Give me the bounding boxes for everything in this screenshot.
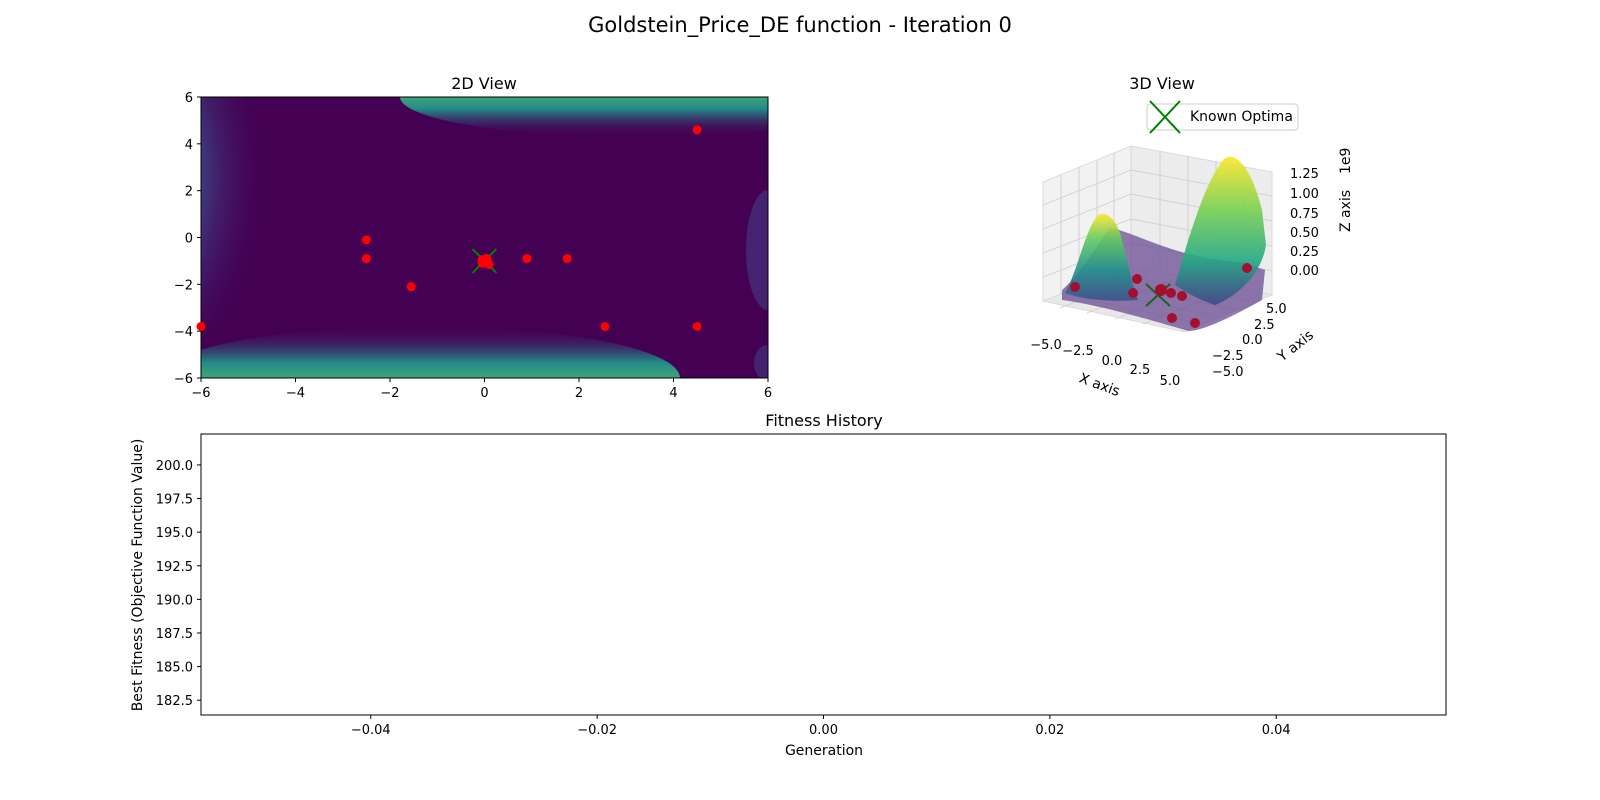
z-axis-3d: 0.00 0.25 0.50 0.75 1.00 1.25 Z axis 1e9 [1290, 148, 1354, 279]
population-point [692, 321, 702, 331]
x-marker-icon [1149, 100, 1181, 134]
z-tick-3d: 1.25 [1290, 167, 1319, 182]
panel-2d-title: 2D View [451, 74, 517, 93]
z-axis-3d-label: Z axis [1338, 190, 1354, 232]
population-point [484, 259, 494, 269]
x-tick-label: 0.02 [1035, 723, 1064, 738]
x-tick-label: −0.04 [351, 723, 391, 738]
x-tick-label: 4 [669, 386, 677, 401]
x-tick-3d: −5.0 [1030, 338, 1062, 353]
history-title: Fitness History [765, 411, 882, 430]
x-tick-3d: −2.5 [1062, 344, 1094, 359]
history-x-label: Generation [785, 743, 863, 759]
population-point [361, 235, 371, 245]
population-3d [1070, 263, 1252, 328]
y-tick-label: 192.5 [156, 560, 193, 575]
y-tick-label: 6 [185, 91, 193, 106]
population-point [477, 258, 487, 268]
population-point [522, 254, 532, 264]
y-tick-label: 182.5 [156, 694, 193, 709]
plot-frame-history [200, 433, 1447, 716]
y-tick-label: −2 [174, 278, 193, 293]
figure-title: Goldstein_Price_DE function - Iteration … [588, 13, 1012, 38]
panel-2d-view: 2D View −6 −4 −2 0 2 4 6 −6 −4 −2 0 2 4 6 [174, 74, 772, 401]
y-tick-3d: −2.5 [1212, 349, 1244, 364]
y-tick-label: 195.0 [156, 526, 193, 541]
population-point [692, 125, 702, 135]
x-tick-3d: 2.5 [1130, 363, 1151, 378]
x-tick-label: 0 [480, 386, 488, 401]
x-axis-3d-label: X axis [1077, 371, 1122, 400]
y-tick-label: 187.5 [156, 627, 193, 642]
history-y-label: Best Fitness (Objective Function Value) [130, 439, 146, 712]
y-tick-3d: 2.5 [1254, 318, 1275, 333]
panel-3d-title: 3D View [1129, 74, 1195, 93]
population-point [406, 282, 416, 292]
y-tick-label: 2 [185, 185, 193, 200]
x-tick-label: −4 [286, 386, 305, 401]
population-point [196, 321, 206, 331]
population-point [562, 254, 572, 264]
x-tick-label: −6 [191, 386, 210, 401]
y-axis-3d-label: Y axis [1274, 327, 1317, 366]
population-2d [196, 125, 702, 331]
z-offset-label: 1e9 [1338, 148, 1354, 174]
legend-3d: Known Optima [1146, 100, 1299, 134]
y-tick-label: −4 [174, 325, 193, 340]
y-tick-3d: 5.0 [1266, 302, 1287, 317]
y-tick-label: 197.5 [156, 493, 193, 508]
axes-2d: −6 −4 −2 0 2 4 6 −6 −4 −2 0 2 4 6 [174, 91, 772, 401]
x-tick-3d: 5.0 [1160, 374, 1181, 389]
y-tick-3d: −5.0 [1212, 365, 1244, 380]
panel-3d-view: 3D View [1030, 74, 1354, 400]
population-point [600, 321, 610, 331]
y-tick-label: −6 [174, 372, 193, 387]
x-axis-3d: −5.0 −2.5 0.0 2.5 5.0 X axis [1030, 338, 1180, 400]
y-tick-label: 4 [185, 138, 193, 153]
y-tick-label: 200.0 [156, 459, 193, 474]
x-tick-label: 6 [764, 386, 772, 401]
y-tick-3d: 0.0 [1242, 333, 1263, 348]
y-tick-label: 0 [185, 232, 193, 247]
legend-label: Known Optima [1190, 109, 1293, 125]
x-tick-3d: 0.0 [1102, 354, 1123, 369]
x-tick-label: −0.02 [577, 723, 617, 738]
x-tick-label: 2 [575, 386, 583, 401]
z-tick-3d: 0.25 [1290, 245, 1319, 260]
z-tick-3d: 1.00 [1290, 187, 1319, 202]
z-tick-3d: 0.00 [1290, 264, 1319, 279]
contour-field [201, 97, 768, 378]
y-tick-label: 190.0 [156, 593, 193, 608]
population-point [361, 254, 371, 264]
x-tick-label: 0.00 [809, 723, 838, 738]
z-tick-3d: 0.50 [1290, 226, 1319, 241]
y-tick-label: 185.0 [156, 661, 193, 676]
x-tick-label: −2 [380, 386, 399, 401]
z-tick-3d: 0.75 [1290, 207, 1319, 222]
panel-fitness-history: Fitness History −0.04 −0.02 0.00 0.02 0.04 18… [130, 411, 1447, 759]
axes-history: −0.04 −0.02 0.00 0.02 0.04 182.5 185.0 187.5 190… [156, 459, 1291, 738]
x-tick-label: 0.04 [1262, 723, 1291, 738]
